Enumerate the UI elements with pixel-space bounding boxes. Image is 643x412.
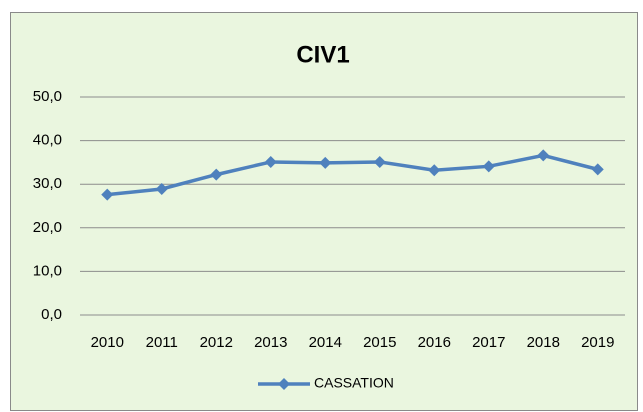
data-point — [155, 182, 168, 195]
y-tick-label: 30,0 — [33, 175, 62, 192]
data-point — [264, 155, 277, 168]
y-tick-label: 20,0 — [33, 219, 62, 236]
x-tick-label: 2010 — [91, 334, 124, 351]
x-tick-label: 2016 — [418, 334, 451, 351]
x-tick-label: 2015 — [363, 334, 396, 351]
data-point — [210, 168, 223, 181]
data-point — [482, 160, 495, 173]
x-tick-label: 2013 — [254, 334, 287, 351]
data-point — [428, 164, 441, 177]
data-point — [591, 163, 604, 176]
chart-frame — [10, 12, 638, 411]
x-tick-label: 2019 — [581, 334, 614, 351]
data-point — [373, 155, 386, 168]
legend-marker — [278, 378, 290, 390]
y-tick-label: 0,0 — [41, 306, 62, 323]
data-point — [101, 188, 114, 201]
y-tick-label: 50,0 — [33, 88, 62, 105]
legend-label: CASSATION — [314, 375, 394, 391]
chart-title: CIV1 — [296, 41, 349, 68]
x-tick-label: 2018 — [527, 334, 560, 351]
y-tick-label: 40,0 — [33, 132, 62, 149]
x-tick-label: 2011 — [146, 334, 178, 351]
series-line — [107, 153, 599, 197]
x-tick-label: 2017 — [472, 334, 505, 351]
data-point — [537, 149, 550, 162]
x-tick-label: 2014 — [309, 334, 342, 351]
data-point — [319, 156, 332, 169]
x-tick-label: 2012 — [200, 334, 233, 351]
y-tick-label: 10,0 — [33, 262, 62, 279]
